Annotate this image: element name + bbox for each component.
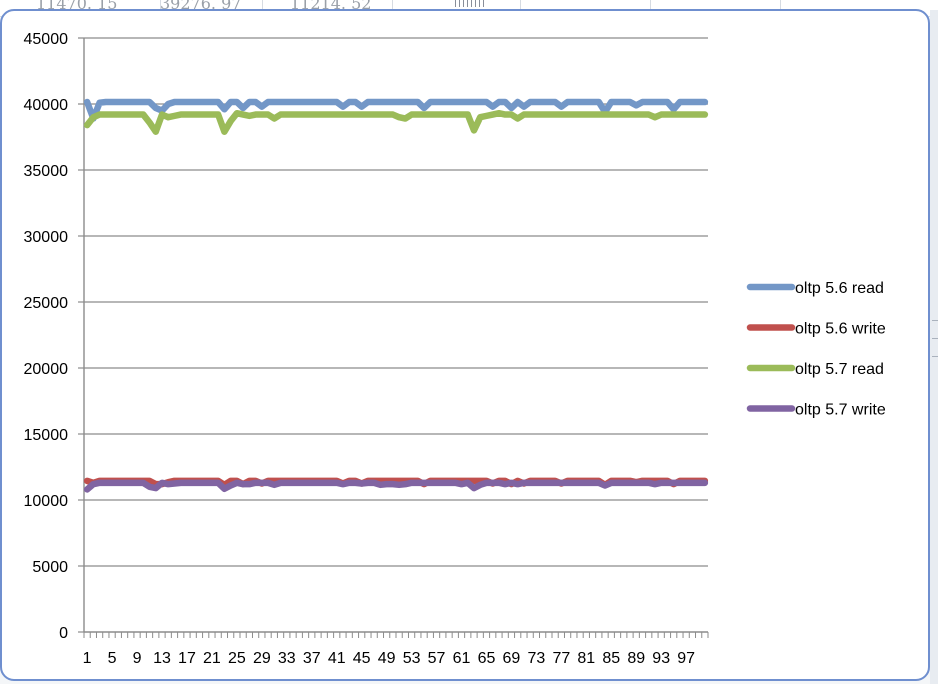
x-tick-label: 85	[602, 650, 620, 667]
y-tick-label: 15000	[24, 427, 69, 444]
x-tick-label: 57	[428, 650, 446, 667]
legend-label: oltp 5.6 write	[795, 321, 886, 338]
x-tick-label: 17	[178, 650, 196, 667]
x-tick-label: 13	[153, 650, 171, 667]
y-tick-label: 30000	[24, 229, 69, 246]
edge-tick	[932, 338, 938, 339]
y-tick-label: 20000	[24, 361, 69, 378]
x-tick-label: 29	[253, 650, 271, 667]
window-right-edge	[930, 10, 938, 684]
sheet-gridline	[520, 0, 521, 12]
x-tick-label: 77	[552, 650, 570, 667]
y-tick-label: 25000	[24, 295, 69, 312]
x-tick-label: 69	[503, 650, 521, 667]
y-tick-label: 5000	[32, 559, 68, 576]
x-tick-label: 53	[403, 650, 421, 667]
x-tick-label: 97	[677, 650, 695, 667]
resize-handle-icon[interactable]	[455, 0, 485, 7]
chart-object[interactable]: 0 5000 10000 15000 20000 25000 30000 35000 40000…	[0, 9, 930, 681]
sheet-gridline	[392, 0, 393, 12]
x-tick-label: 1	[83, 650, 92, 667]
x-tick-label: 37	[303, 650, 321, 667]
x-tick-label: 93	[652, 650, 670, 667]
x-tick-label: 73	[528, 650, 546, 667]
sheet-gridline	[262, 0, 263, 12]
legend-label: oltp 5.7 write	[795, 402, 886, 419]
edge-tick	[932, 356, 938, 357]
x-tick-label: 41	[328, 650, 346, 667]
series-line-4	[83, 479, 709, 493]
sheet-gridline	[650, 0, 651, 12]
legend-label: oltp 5.6 read	[795, 280, 884, 297]
y-tick-label: 45000	[24, 31, 69, 48]
x-tick-label: 21	[203, 650, 221, 667]
x-tick-label: 65	[478, 650, 496, 667]
sheet-gridline	[160, 0, 161, 12]
x-tick-label: 61	[453, 650, 471, 667]
edge-tick	[932, 320, 938, 321]
y-axis-tick-labels: 0 5000 10000 15000 20000 25000 30000 35000 40000…	[24, 31, 69, 642]
x-tick-label: 49	[378, 650, 396, 667]
y-tick-label: 35000	[24, 163, 69, 180]
axes	[78, 37, 709, 638]
y-tick-label: 10000	[24, 493, 69, 510]
y-tick-label: 0	[59, 625, 68, 642]
x-tick-label: 9	[133, 650, 142, 667]
series-line-3	[83, 109, 709, 135]
x-tick-label: 45	[353, 650, 371, 667]
x-tick-label: 89	[627, 650, 645, 667]
series-lines	[83, 98, 709, 493]
x-tick-label: 33	[278, 650, 296, 667]
y-tick-label: 40000	[24, 97, 69, 114]
x-tick-label: 5	[108, 650, 117, 667]
x-axis-tick-labels: 1 5 9 13 17 21 25 29 33 37 41 45 49 53 57 61 65 69 73 77 81 8…	[83, 650, 695, 667]
sheet-gridline	[780, 0, 781, 12]
line-chart: 0 5000 10000 15000 20000 25000 30000 35000 40000…	[24, 31, 886, 667]
legend-label: oltp 5.7 read	[795, 361, 884, 378]
x-tick-label: 25	[228, 650, 246, 667]
legend: oltp 5.6 read oltp 5.6 write oltp 5.7 read…	[746, 280, 886, 419]
x-tick-label: 81	[577, 650, 595, 667]
series-line-1	[83, 98, 709, 122]
